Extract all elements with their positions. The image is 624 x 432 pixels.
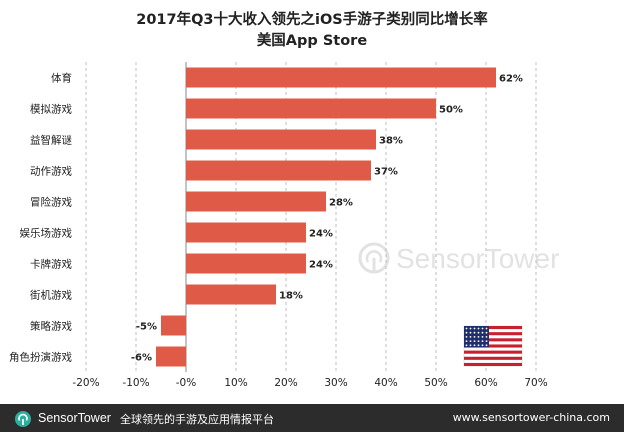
x-tick-label: -10% bbox=[122, 377, 149, 389]
bar bbox=[186, 98, 436, 119]
value-label: 38% bbox=[379, 136, 403, 147]
x-tick-label: 30% bbox=[324, 377, 347, 389]
category-label: 模拟游戏 bbox=[30, 103, 72, 116]
category-label: 角色扮演游戏 bbox=[9, 351, 72, 364]
value-label: 24% bbox=[309, 229, 333, 240]
footer-url[interactable]: www.sensortower-china.com bbox=[452, 411, 610, 424]
bar bbox=[186, 253, 306, 274]
value-label: -6% bbox=[131, 353, 152, 364]
footer-bar: SensorTower 全球领先的手游及应用情报平台 www.sensortow… bbox=[0, 404, 624, 432]
bar bbox=[186, 284, 276, 305]
sensor-tower-logo-icon bbox=[15, 411, 31, 427]
bar bbox=[186, 160, 371, 181]
category-label: 动作游戏 bbox=[30, 165, 72, 178]
x-tick-label: -0% bbox=[176, 377, 196, 389]
category-label: 益智解谜 bbox=[30, 134, 72, 147]
x-tick-label: 70% bbox=[524, 377, 547, 389]
bar bbox=[186, 67, 496, 88]
value-label: 62% bbox=[499, 74, 523, 85]
value-label: -5% bbox=[136, 322, 157, 333]
value-label: 50% bbox=[439, 105, 463, 116]
bar-chart: SensorTower 体育模拟游戏益智解谜动作游戏冒险游戏娱乐场游戏卡牌游戏街… bbox=[9, 62, 559, 389]
x-tick-label: 20% bbox=[274, 377, 297, 389]
sensor-tower-logo-icon bbox=[358, 242, 390, 274]
value-label: 28% bbox=[329, 198, 353, 209]
x-tick-label: 40% bbox=[374, 377, 397, 389]
bar bbox=[186, 129, 376, 150]
x-tick-label: -20% bbox=[72, 377, 99, 389]
category-label: 冒险游戏 bbox=[30, 196, 72, 209]
sensortower-watermark: SensorTower bbox=[358, 242, 559, 274]
value-label: 18% bbox=[279, 291, 303, 302]
bar bbox=[186, 222, 306, 243]
bar bbox=[156, 346, 186, 367]
x-tick-label: 10% bbox=[224, 377, 247, 389]
chart-subtitle: 美国App Store bbox=[256, 33, 368, 49]
chart-title: 2017年Q3十大收入领先之iOS手游子类别同比增长率 bbox=[136, 12, 488, 28]
watermark-text: SensorTower bbox=[396, 243, 559, 274]
category-label: 街机游戏 bbox=[30, 289, 72, 302]
x-tick-label: 60% bbox=[474, 377, 497, 389]
category-label: 策略游戏 bbox=[30, 320, 72, 333]
bar bbox=[161, 315, 186, 336]
bar bbox=[186, 191, 326, 212]
x-tick-label: 50% bbox=[424, 377, 447, 389]
category-label: 体育 bbox=[51, 72, 72, 85]
us-flag-icon bbox=[463, 325, 523, 367]
category-label: 卡牌游戏 bbox=[30, 258, 72, 271]
footer-tagline: 全球领先的手游及应用情报平台 bbox=[120, 413, 274, 426]
value-label: 24% bbox=[309, 260, 333, 271]
footer-brand: SensorTower bbox=[38, 411, 111, 425]
category-label: 娱乐场游戏 bbox=[20, 227, 73, 240]
value-label: 37% bbox=[374, 167, 398, 178]
